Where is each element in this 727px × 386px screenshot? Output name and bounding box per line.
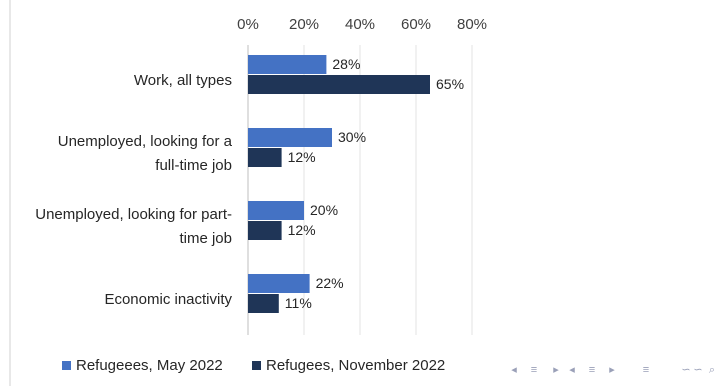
nav-control-icon[interactable]: ⌕ (709, 364, 715, 376)
category-label: Work, all types (134, 72, 232, 89)
gridlines (9, 0, 473, 386)
x-tick-label: 60% (401, 16, 431, 33)
nav-control-icon[interactable]: ≡ (643, 364, 649, 376)
x-tick-label: 0% (237, 16, 259, 33)
nav-control-icon[interactable]: ◂ (511, 364, 517, 376)
data-label: 28% (332, 56, 360, 72)
nav-control-icon[interactable]: ≡ (531, 364, 537, 376)
bar-may-2022 (248, 274, 310, 293)
bar-november-2022 (248, 294, 279, 313)
data-labels: 28% 30% 20% 22% 65% 12% 12% 11% (285, 56, 464, 311)
legend-swatch (62, 361, 71, 370)
bar-november-2022 (248, 221, 282, 240)
bar-may-2022 (248, 201, 304, 220)
bar-november-2022 (248, 148, 282, 167)
bar-may-2022 (248, 128, 332, 147)
category-label: Unemployed, looking for a (58, 133, 233, 150)
nav-control-icon[interactable]: ∽ (693, 364, 702, 376)
nav-control-icon[interactable]: ∽ (681, 364, 690, 376)
x-tick-label: 20% (289, 16, 319, 33)
x-tick-label: 40% (345, 16, 375, 33)
data-label: 11% (285, 295, 312, 311)
legend-label: Refugees, November 2022 (266, 357, 445, 374)
data-label: 12% (288, 149, 316, 165)
bar-november-2022 (248, 75, 430, 94)
x-tick-label: 80% (457, 16, 487, 33)
bars (248, 55, 430, 313)
slide-navigation[interactable]: ◂ ≡ ▸ ◂ ≡ ▸ ≡ ∽ ∽ ⌕ (511, 364, 715, 376)
category-label: time job (179, 230, 232, 247)
data-label: 20% (310, 202, 338, 218)
data-label: 30% (338, 129, 366, 145)
category-label: Unemployed, looking for part- (35, 206, 232, 223)
legend: Refugeees, May 2022 Refugees, November 20… (62, 357, 445, 374)
category-label: full-time job (155, 157, 232, 174)
nav-control-icon[interactable]: ▸ (553, 364, 559, 376)
nav-control-icon[interactable]: ◂ (569, 364, 575, 376)
category-labels: Work, all types Unemployed, looking for a… (35, 72, 232, 308)
bar-may-2022 (248, 55, 327, 74)
data-label: 22% (316, 275, 344, 291)
category-label: Economic inactivity (104, 291, 232, 308)
legend-swatch (252, 361, 261, 370)
nav-control-icon[interactable]: ≡ (589, 364, 595, 376)
data-label: 12% (288, 222, 316, 238)
data-label: 65% (436, 76, 464, 92)
legend-label: Refugeees, May 2022 (76, 357, 223, 374)
nav-control-icon[interactable]: ▸ (609, 364, 615, 376)
x-axis-ticks: 0% 20% 40% 60% 80% (237, 16, 487, 33)
